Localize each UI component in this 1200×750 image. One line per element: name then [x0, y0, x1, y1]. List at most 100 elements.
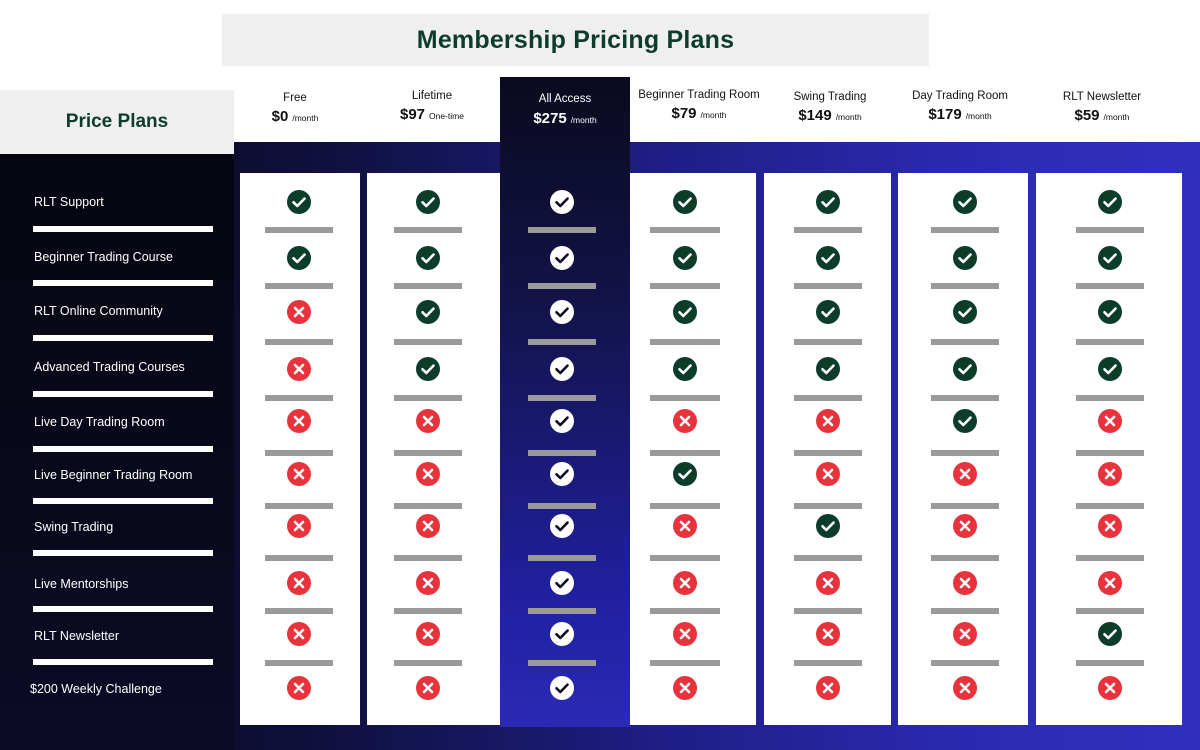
row-divider — [931, 339, 999, 345]
check-icon — [1098, 357, 1122, 381]
check-icon — [1098, 300, 1122, 324]
plan-price: $59 — [1074, 107, 1100, 124]
plan-name: Swing Trading — [793, 91, 867, 103]
plan-header-swing-trading: Swing Trading $149/month — [794, 91, 867, 125]
plan-price: $179 — [928, 106, 962, 123]
price-plans-header: Price Plans — [0, 90, 234, 154]
row-divider — [1076, 227, 1144, 233]
row-divider — [650, 555, 720, 561]
check-icon — [953, 357, 977, 381]
row-divider — [794, 283, 862, 289]
plan-header-all-access: All Access $275/month — [500, 93, 630, 128]
row-divider — [650, 339, 720, 345]
row-divider — [265, 339, 333, 345]
row-divider — [394, 283, 462, 289]
feature-divider — [33, 391, 213, 397]
check-icon — [287, 190, 311, 214]
row-divider — [1076, 395, 1144, 401]
cross-icon — [816, 622, 840, 646]
cross-icon — [953, 676, 977, 700]
row-divider — [394, 450, 462, 456]
check-icon — [816, 357, 840, 381]
plan-price: $275 — [533, 110, 567, 127]
row-divider — [794, 503, 862, 509]
feature-label: Live Day Trading Room — [34, 415, 165, 429]
feature-divider — [33, 498, 213, 504]
price-plans-label: Price Plans — [65, 111, 169, 132]
row-divider — [265, 283, 333, 289]
check-icon — [1098, 246, 1122, 270]
cross-icon — [416, 622, 440, 646]
cross-icon — [287, 357, 311, 381]
feature-label: Swing Trading — [34, 520, 114, 534]
check-icon — [550, 246, 574, 270]
plan-period: /month — [965, 111, 992, 121]
feature-label: $200 Weekly Challenge — [30, 682, 162, 696]
row-divider — [528, 339, 596, 345]
plan-name: All Access — [538, 93, 592, 105]
cross-icon — [816, 676, 840, 700]
row-divider — [650, 395, 720, 401]
cross-icon — [1098, 514, 1122, 538]
row-divider — [394, 555, 462, 561]
row-divider — [394, 660, 462, 666]
cross-icon — [953, 571, 977, 595]
feature-divider — [33, 280, 213, 286]
row-divider — [1076, 450, 1144, 456]
plan-period: One-time — [429, 111, 464, 121]
row-divider — [265, 503, 333, 509]
cross-icon — [673, 571, 697, 595]
feature-divider — [33, 550, 213, 556]
plan-price: $149 — [798, 107, 832, 124]
check-icon — [953, 409, 977, 433]
plan-header-rlt-newsletter: RLT Newsletter $59/month — [1063, 91, 1141, 125]
check-icon — [673, 190, 697, 214]
row-divider — [528, 608, 596, 614]
check-icon — [816, 300, 840, 324]
cross-icon — [287, 514, 311, 538]
row-divider — [650, 450, 720, 456]
row-divider — [528, 503, 596, 509]
check-icon — [550, 409, 574, 433]
cross-icon — [1098, 571, 1122, 595]
row-divider — [794, 555, 862, 561]
plan-name: Free — [283, 92, 307, 104]
plan-header-free: Free $0/month — [272, 92, 319, 126]
plan-header-beginner-trading-room: Beginner Trading Room $79/month — [638, 89, 759, 123]
feature-divider — [33, 446, 213, 452]
check-icon — [550, 462, 574, 486]
plan-price: $0 — [271, 108, 289, 125]
row-divider — [1076, 608, 1144, 614]
row-divider — [265, 450, 333, 456]
plan-name: Lifetime — [411, 90, 453, 102]
cross-icon — [816, 409, 840, 433]
row-divider — [650, 227, 720, 233]
cross-icon — [953, 462, 977, 486]
check-icon — [673, 300, 697, 324]
cross-icon — [673, 676, 697, 700]
check-icon — [953, 246, 977, 270]
row-divider — [650, 660, 720, 666]
feature-divider — [33, 606, 213, 612]
cross-icon — [673, 622, 697, 646]
row-divider — [394, 227, 462, 233]
cross-icon — [287, 300, 311, 324]
cross-icon — [416, 409, 440, 433]
cross-icon — [816, 571, 840, 595]
row-divider — [650, 503, 720, 509]
row-divider — [794, 608, 862, 614]
feature-label: RLT Online Community — [34, 304, 163, 318]
row-divider — [528, 227, 596, 233]
plan-header-day-trading-room: Day Trading Room $179/month — [912, 90, 1008, 124]
row-divider — [265, 395, 333, 401]
row-divider — [528, 283, 596, 289]
row-divider — [1076, 503, 1144, 509]
check-icon — [416, 357, 440, 381]
row-divider — [1076, 660, 1144, 666]
plan-period: /month — [570, 115, 597, 125]
row-divider — [528, 660, 596, 666]
cross-icon — [287, 409, 311, 433]
plan-name: Day Trading Room — [912, 90, 1008, 102]
feature-label: Live Mentorships — [34, 577, 129, 591]
row-divider — [931, 395, 999, 401]
